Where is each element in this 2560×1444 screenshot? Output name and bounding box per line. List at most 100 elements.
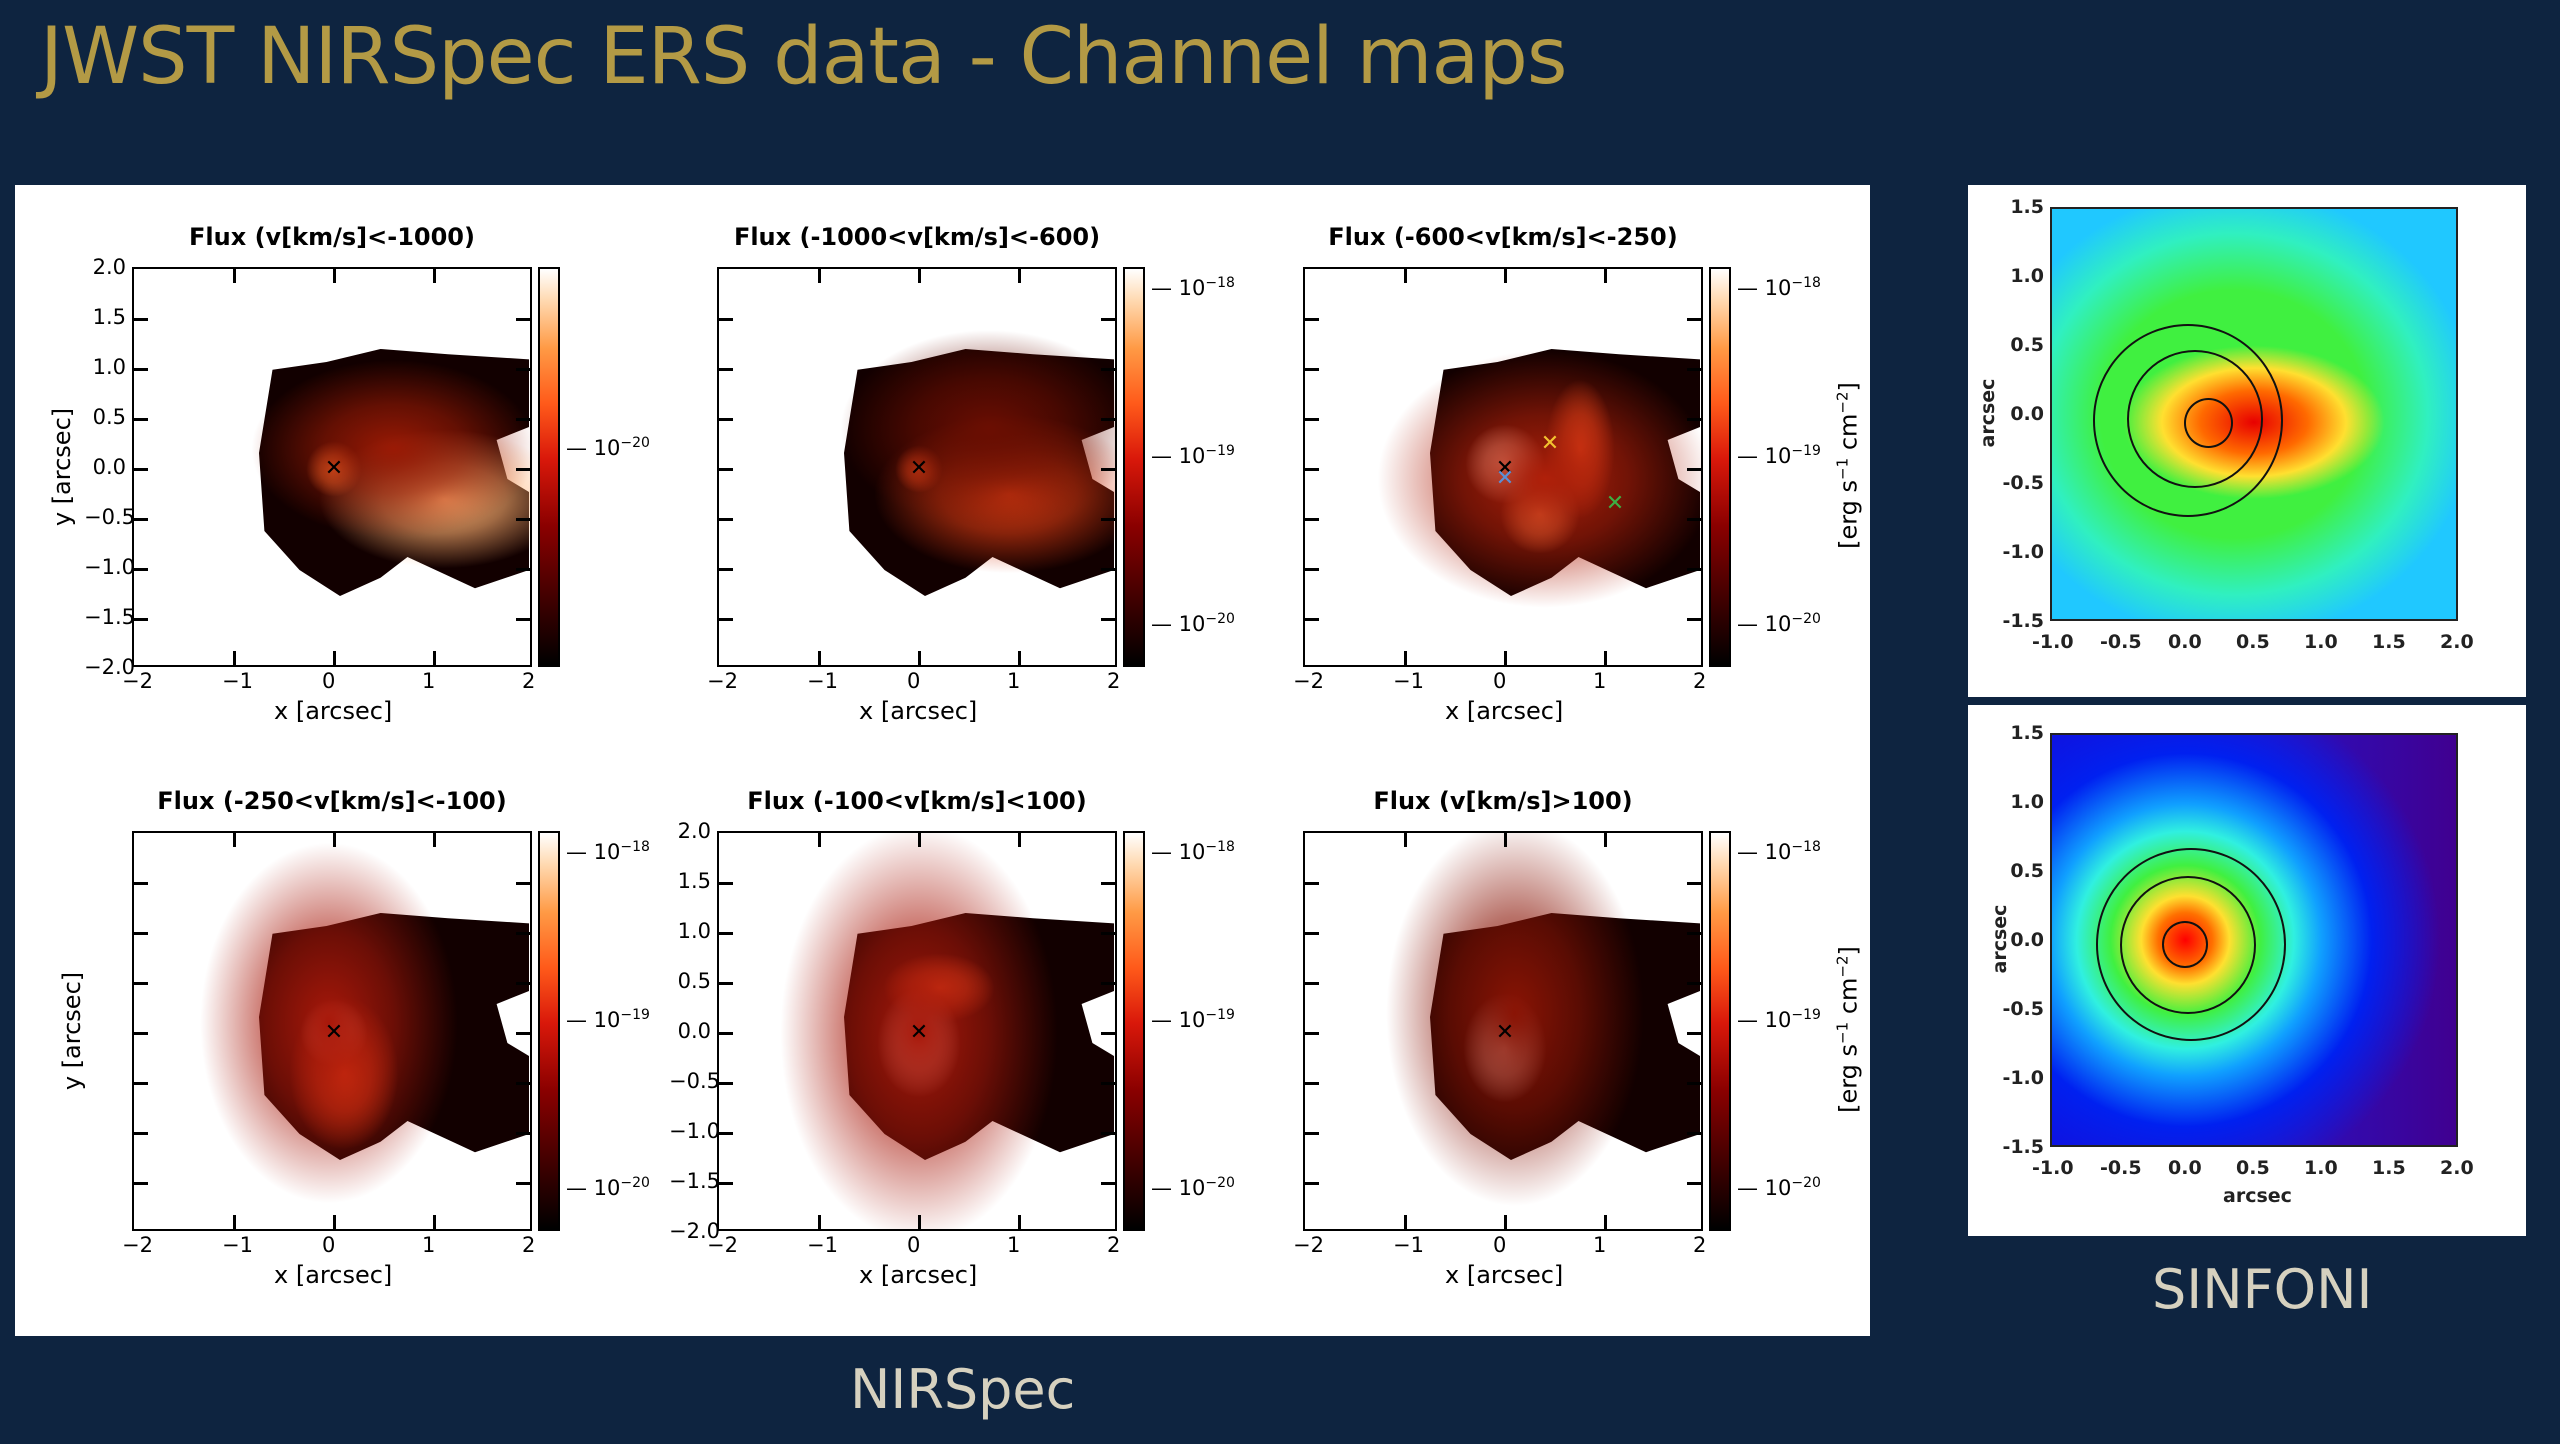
y-tick-label: 0.5	[2010, 860, 2044, 882]
marker-x-icon: ✕	[324, 1020, 344, 1045]
x-tick	[818, 269, 821, 283]
y-tick	[719, 618, 733, 621]
x-tick	[918, 833, 921, 847]
x-tick-label: −2	[707, 1233, 738, 1257]
y-tick	[134, 368, 148, 371]
y-tick	[1687, 518, 1701, 521]
marker-x-icon: ✕	[1495, 456, 1515, 481]
y-tick	[1101, 1032, 1115, 1035]
x-tick-label: −2	[707, 669, 738, 693]
emission-blob	[1376, 349, 1701, 609]
x-tick	[1404, 651, 1407, 665]
x-tick	[818, 1215, 821, 1229]
y-tick	[719, 1082, 733, 1085]
x-tick	[433, 833, 436, 847]
x-tick	[1018, 1215, 1021, 1229]
colorbar-unit-label: [erg s−1 cm−2]	[1833, 946, 1863, 1113]
x-tick-label: −1	[807, 1233, 838, 1257]
y-tick	[134, 1082, 148, 1085]
heatmap-axes: ✕	[717, 831, 1117, 1231]
y-tick	[134, 468, 148, 471]
y-tick	[516, 932, 530, 935]
heatmap-axes: ✕	[717, 267, 1117, 667]
colorbar-tick-label: — 10−20	[1737, 611, 1821, 636]
heatmap-axes: ✕ ✕ ✕ ✕	[1303, 267, 1703, 667]
emission-blob	[839, 329, 1115, 529]
y-tick	[1687, 318, 1701, 321]
x-tick	[918, 651, 921, 665]
colorbar-tick-label: — 10−20	[1737, 1175, 1821, 1200]
x-tick	[1604, 651, 1607, 665]
x-tick	[333, 651, 336, 665]
y-tick-label: 1.5	[677, 869, 711, 893]
y-tick	[1687, 468, 1701, 471]
x-tick	[918, 269, 921, 283]
heatmap-axes: ✕	[1303, 831, 1703, 1231]
colorbar-tick-label: — 10−19	[1737, 1007, 1821, 1032]
x-tick	[1404, 833, 1407, 847]
x-tick-label: 1	[1593, 669, 1607, 693]
y-tick	[516, 1082, 530, 1085]
contour-line	[2092, 323, 2284, 517]
x-tick-label: -1.0	[2032, 631, 2074, 653]
contour-line	[2095, 848, 2286, 1042]
x-tick-label: 2	[522, 1233, 536, 1257]
x-axis-label: x [arcsec]	[1445, 1261, 1564, 1289]
x-tick	[333, 269, 336, 283]
colorbar-tick-label: — 10−18	[1151, 275, 1235, 300]
panel-title: Flux (v[km/s]<-1000)	[189, 223, 475, 251]
y-tick	[719, 932, 733, 935]
y-tick-label: 1.5	[92, 305, 126, 329]
panel-title: Flux (v[km/s]>100)	[1373, 787, 1633, 815]
x-axis-label: x [arcsec]	[859, 697, 978, 725]
marker-x-icon: ✕	[909, 1020, 929, 1045]
marker-x-icon: ✕	[1495, 466, 1515, 491]
heatmap-axes: ✕	[132, 267, 532, 667]
x-tick-label: −2	[122, 1233, 153, 1257]
x-tick-label: 1.5	[2372, 1157, 2406, 1179]
x-tick-label: 2.0	[2440, 1157, 2474, 1179]
x-tick	[1504, 833, 1507, 847]
x-tick	[433, 651, 436, 665]
colorbar-tick-label: — 10−20	[566, 1175, 650, 1200]
x-tick-label: 1	[1007, 1233, 1021, 1257]
y-tick	[134, 1132, 148, 1135]
x-tick	[1604, 1215, 1607, 1229]
y-tick	[1101, 468, 1115, 471]
y-tick	[1101, 982, 1115, 985]
x-tick	[1018, 833, 1021, 847]
colorbar-tick-label: — 10−19	[1151, 1007, 1235, 1032]
y-tick	[134, 1032, 148, 1035]
y-tick	[1687, 368, 1701, 371]
y-tick	[1101, 568, 1115, 571]
colorbar-tick-label: — 10−18	[566, 839, 650, 864]
y-tick	[516, 418, 530, 421]
y-tick	[1305, 1132, 1319, 1135]
x-tick	[1604, 833, 1607, 847]
x-axis-label: x [arcsec]	[1445, 697, 1564, 725]
x-tick	[333, 833, 336, 847]
marker-x-icon: ✕	[1495, 1020, 1515, 1045]
colorbar	[538, 267, 560, 667]
x-tick-label: 2	[522, 669, 536, 693]
colorbar	[1123, 267, 1145, 667]
colorbar-tick-label: — 10−18	[1737, 839, 1821, 864]
x-tick-label: 0.5	[2236, 631, 2270, 653]
emission-blob	[250, 359, 530, 539]
y-tick	[1305, 568, 1319, 571]
x-axis-label: x [arcsec]	[859, 1261, 978, 1289]
y-tick-label: 1.5	[2010, 722, 2044, 744]
y-tick	[1687, 882, 1701, 885]
y-tick	[719, 882, 733, 885]
y-tick-label: 0.0	[2010, 403, 2044, 425]
x-tick-label: 1	[1007, 669, 1021, 693]
x-tick	[1604, 269, 1607, 283]
panel-title: Flux (-600<v[km/s]<-250)	[1328, 223, 1678, 251]
marker-x-icon: ✕	[1540, 431, 1560, 456]
y-tick-label: −1.5	[669, 1169, 720, 1193]
y-tick	[516, 468, 530, 471]
y-tick	[719, 518, 733, 521]
x-tick	[1404, 1215, 1407, 1229]
y-tick	[1687, 932, 1701, 935]
y-tick-label: −1.0	[84, 555, 135, 579]
